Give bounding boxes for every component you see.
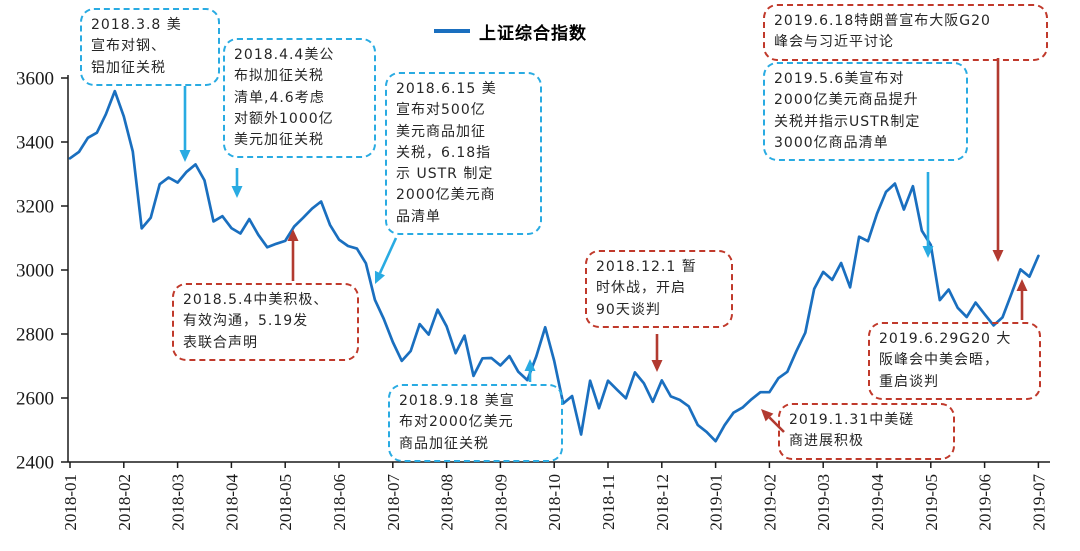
x-tick-label: 2018-02 bbox=[115, 474, 134, 531]
annotation-arrow-head bbox=[1016, 279, 1028, 291]
annotation-arrow-head bbox=[179, 150, 191, 162]
annotation-arrow-head bbox=[992, 250, 1004, 262]
annotation-box-2018-03-08: 2018.3.8 美 宣布对钢、 铝加征关税 bbox=[80, 8, 220, 86]
annotation-arrow-head bbox=[922, 246, 934, 258]
x-tick-label: 2019-06 bbox=[976, 474, 995, 531]
annotation-arrow-stem bbox=[768, 416, 785, 433]
annotation-box-2019-05-06: 2019.5.6美宣布对 2000亿美元商品提升 关税并指示USTR制定 300… bbox=[763, 62, 968, 162]
annotation-box-2019-01-31: 2019.1.31中美磋 商进展积极 bbox=[778, 403, 955, 460]
x-tick-label: 2019-03 bbox=[814, 474, 833, 531]
legend-label: 上证综合指数 bbox=[479, 23, 587, 44]
x-tick-label: 2018-05 bbox=[276, 474, 295, 531]
annotation-arrow-head bbox=[374, 270, 385, 284]
x-tick-label: 2018-11 bbox=[599, 474, 618, 530]
x-tick-label: 2018-03 bbox=[169, 474, 188, 531]
x-tick-label: 2019-01 bbox=[707, 474, 726, 531]
annotation-arrow-head bbox=[761, 409, 774, 422]
annotation-arrow-head bbox=[651, 360, 663, 372]
y-tick-label: 3400 bbox=[16, 133, 54, 154]
annotation-arrow-head bbox=[231, 186, 243, 198]
x-tick-label: 2018-08 bbox=[438, 474, 457, 531]
x-tick-label: 2019-02 bbox=[760, 474, 779, 531]
x-tick-label: 2019-07 bbox=[1029, 474, 1048, 531]
annotation-arrow-stem bbox=[378, 237, 398, 274]
x-tick-label: 2019-04 bbox=[868, 474, 887, 531]
x-tick-label: 2018-10 bbox=[545, 474, 564, 531]
annotation-box-2018-06-15: 2018.6.15 美 宣布对500亿 美元商品加征 关税，6.18指 示 US… bbox=[385, 72, 542, 235]
x-tick-label: 2018-06 bbox=[330, 474, 349, 531]
y-tick-label: 2800 bbox=[16, 325, 54, 346]
annotation-box-2018-04-04: 2018.4.4美公 布拟加征关税 清单,4.6考虑 对额外1000亿 美元加征… bbox=[223, 38, 376, 159]
y-tick-label: 2400 bbox=[16, 453, 54, 474]
y-tick-label: 3600 bbox=[16, 69, 54, 90]
y-tick-label: 3000 bbox=[16, 261, 54, 282]
annotation-box-2019-06-29: 2019.6.29G20 大 阪峰会中美会晤， 重启谈判 bbox=[868, 322, 1041, 400]
x-tick-label: 2018-09 bbox=[491, 474, 510, 531]
annotation-box-2018-12-01: 2018.12.1 暂 时休战，开启 90天谈判 bbox=[585, 250, 733, 328]
annotation-box-2018-05-04: 2018.5.4中美积极、 有效沟通，5.19发 表联合声明 bbox=[172, 283, 359, 361]
y-tick-label: 3200 bbox=[16, 197, 54, 218]
x-tick-label: 2019-05 bbox=[922, 474, 941, 531]
annotation-box-2019-06-18: 2019.6.18特朗普宣布大阪G20 峰会与习近平讨论 bbox=[763, 4, 1048, 61]
annotation-box-2018-09-18: 2018.9.18 美宣 布对2000亿美元 商品加征关税 bbox=[388, 384, 563, 462]
x-tick-label: 2018-07 bbox=[384, 474, 403, 531]
x-tick-label: 2018-01 bbox=[61, 474, 80, 531]
y-tick-label: 2600 bbox=[16, 389, 54, 410]
legend: 上证综合指数 bbox=[434, 19, 587, 44]
annotation-arrow-head bbox=[524, 359, 536, 371]
annotation-arrow-head bbox=[287, 229, 299, 241]
x-tick-label: 2018-04 bbox=[222, 474, 241, 531]
x-tick-label: 2018-12 bbox=[653, 474, 672, 531]
legend-line-swatch bbox=[434, 29, 470, 33]
index-line bbox=[68, 89, 1040, 443]
